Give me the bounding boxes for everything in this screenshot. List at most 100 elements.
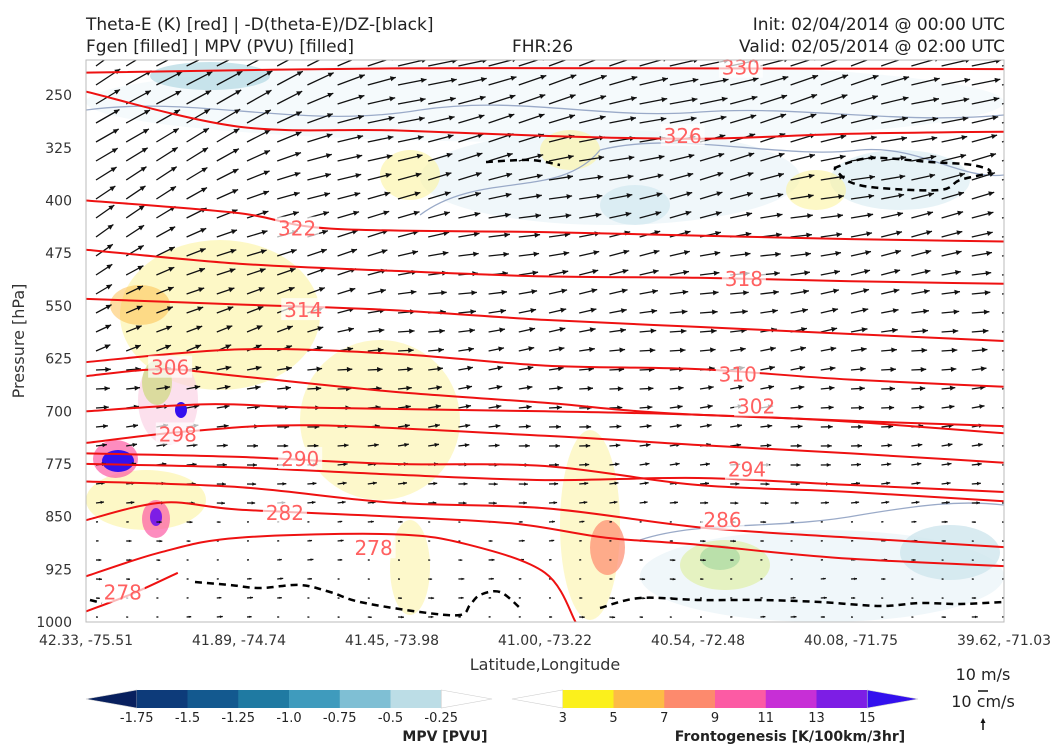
wind-vector-head xyxy=(962,116,969,122)
wind-vector-head xyxy=(866,231,872,237)
colorbar-swatch xyxy=(136,690,188,708)
wind-vector-head xyxy=(199,248,206,253)
wind-vector-head xyxy=(554,482,559,486)
x-tick-label: 42.33, -75.51 xyxy=(39,633,133,649)
wind-vector xyxy=(186,60,201,67)
wind-vector-head xyxy=(965,60,970,63)
wind-vector-head xyxy=(104,344,111,350)
theta-e-contour-label: 282 xyxy=(266,501,304,525)
wind-vector-head xyxy=(532,270,539,276)
wind-vector-head xyxy=(109,186,116,192)
wind-vector-head xyxy=(800,346,806,352)
wind-vector xyxy=(911,60,935,67)
wind-vector-head xyxy=(1023,96,1029,101)
wind-vector-head xyxy=(459,616,461,618)
wind-vector-head xyxy=(264,130,271,135)
wind-vector-head xyxy=(536,193,542,199)
theta-e-contour xyxy=(86,462,1004,494)
wind-vector-head xyxy=(688,153,695,159)
wind-vector-head xyxy=(898,193,905,199)
wind-vector-head xyxy=(722,77,729,83)
wind-vector-head xyxy=(829,385,835,391)
wind-vector-head xyxy=(686,191,693,197)
wind-vector-head xyxy=(524,482,528,486)
wind-vector-head xyxy=(715,231,721,236)
wind-vector-head xyxy=(218,521,221,523)
wind-vector-head xyxy=(944,520,948,524)
wind-vector-head xyxy=(738,384,744,390)
wind-vector-head xyxy=(707,404,713,409)
wind-vector-head xyxy=(835,251,841,256)
wind-vector xyxy=(790,60,812,67)
wind-vector-head xyxy=(268,52,274,57)
wind-vector-head xyxy=(810,113,817,119)
wind-vector-head xyxy=(199,267,205,273)
wind-vector-head xyxy=(471,290,477,296)
wind-vector-head xyxy=(991,134,998,139)
wind-vector-head xyxy=(799,365,806,371)
wind-vector-head xyxy=(583,500,588,505)
wind-vector-head xyxy=(942,578,944,580)
mpv-colorbar-title: MPV [PVU] xyxy=(402,729,487,745)
wind-vector-head xyxy=(342,500,346,504)
wind-vector-head xyxy=(582,615,585,619)
wind-vector-head xyxy=(561,288,568,294)
x-tick-label: 41.45, -73.98 xyxy=(345,633,439,649)
wind-vector-head xyxy=(829,366,836,372)
wind-vector-head xyxy=(508,113,515,119)
wind-vector-head xyxy=(222,482,226,486)
wind-vector-head xyxy=(902,116,908,122)
wind-vector-head xyxy=(718,152,725,158)
wind-vector-head xyxy=(652,269,659,275)
colorbar-swatch xyxy=(715,690,767,708)
wind-vector-head xyxy=(217,559,219,561)
wind-vector-head xyxy=(525,424,531,429)
wind-vector-head xyxy=(519,578,522,580)
wind-vector xyxy=(578,60,598,67)
theta-e-contour-label: 318 xyxy=(725,267,763,291)
wind-vector-head xyxy=(166,325,172,331)
shaded-region xyxy=(120,240,320,390)
wind-vector-head xyxy=(202,147,208,153)
wind-vector-head xyxy=(389,76,396,82)
dthetae-dz-contour xyxy=(194,580,521,617)
wind-vector-head xyxy=(955,250,962,256)
colorbar-tick-label: -1.5 xyxy=(175,711,200,726)
wind-vector-head xyxy=(198,287,205,293)
wind-vector-head xyxy=(762,615,766,618)
wind-vector-head xyxy=(895,249,901,255)
y-tick-label: 625 xyxy=(45,352,72,368)
wind-vector-head xyxy=(990,152,996,158)
wind-vector-head xyxy=(1007,501,1011,504)
wind-vector-head xyxy=(823,596,827,600)
wind-vector-head xyxy=(682,289,689,295)
wind-vector-head xyxy=(559,327,566,332)
wind-vector-head xyxy=(821,559,823,561)
wind-vector-head xyxy=(804,270,810,276)
wind-vector-head xyxy=(344,443,349,448)
wind-vector-head xyxy=(295,131,302,137)
y-axis-ticks: 250 325 400 475 550 625 700 775 850 925 1000 xyxy=(36,88,72,631)
theta-e-contour xyxy=(86,424,1004,464)
wind-vector-head xyxy=(106,244,113,250)
y-tick-label: 700 xyxy=(45,404,72,420)
wind-vector-head xyxy=(467,365,473,371)
wind-vector-head xyxy=(358,94,365,100)
y-tick-label: 1000 xyxy=(36,615,72,631)
wind-vector-head xyxy=(708,385,714,391)
wind-vector-head xyxy=(113,109,120,115)
wind-vector-head xyxy=(1012,347,1018,352)
wind-vector-head xyxy=(258,287,265,292)
wind-vector-head xyxy=(988,191,995,197)
wind-vector-head xyxy=(942,597,944,599)
wind-vector-head xyxy=(841,94,848,100)
wind-vector-head xyxy=(264,109,271,115)
y-tick-label: 475 xyxy=(45,246,72,262)
wind-vector-head xyxy=(897,211,903,217)
theta-e-contour xyxy=(86,248,1004,285)
wind-vector-head xyxy=(780,113,787,119)
wind-vector-head xyxy=(409,328,415,334)
wind-vector-head xyxy=(383,210,390,216)
wind-vector-head xyxy=(672,577,676,581)
theta-e-contour-label: 278 xyxy=(104,580,142,604)
